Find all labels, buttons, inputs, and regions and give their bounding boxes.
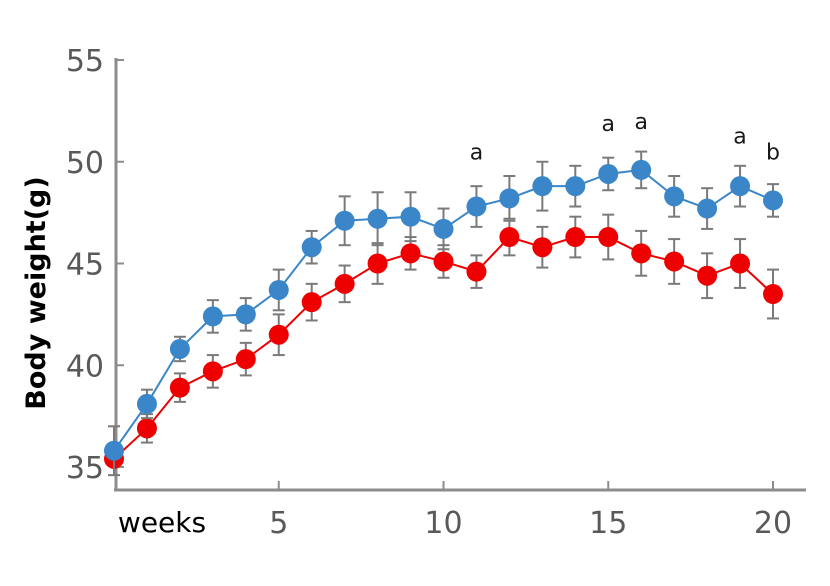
data-point: [268, 279, 289, 300]
data-point: [664, 186, 685, 207]
y-tick-label: 35: [66, 451, 104, 486]
data-point: [433, 218, 454, 239]
series-layer: [104, 150, 783, 477]
data-point: [598, 163, 619, 184]
data-point: [400, 243, 421, 264]
annotation-label: a: [733, 124, 746, 149]
data-point: [763, 284, 783, 305]
data-point: [466, 196, 487, 217]
x-tick-label: 10: [424, 506, 462, 541]
data-point: [730, 253, 751, 274]
annotation-label: a: [634, 110, 647, 135]
data-point: [400, 206, 421, 227]
data-point: [565, 227, 586, 248]
data-point: [697, 265, 718, 286]
data-point: [136, 393, 157, 414]
y-tick-label: 45: [66, 248, 104, 283]
data-point: [433, 251, 454, 272]
data-point: [334, 273, 355, 294]
data-point: [169, 377, 190, 398]
data-point: [334, 210, 355, 231]
series-0: [104, 150, 783, 477]
data-point: [367, 208, 388, 229]
data-point: [268, 324, 289, 345]
data-point: [598, 227, 619, 248]
data-point: [136, 418, 157, 439]
data-point: [235, 349, 256, 370]
data-point: [466, 261, 487, 282]
data-point: [763, 190, 783, 211]
data-point: [499, 188, 520, 209]
y-tick-label: 40: [66, 349, 104, 384]
annotation-label: b: [766, 141, 780, 166]
y-tick-label: 55: [66, 44, 104, 79]
annotation-layer: aa aab: [470, 110, 780, 166]
data-point: [631, 243, 652, 264]
annotation-label: a: [602, 112, 615, 137]
data-point: [532, 176, 553, 197]
data-point: [235, 304, 256, 325]
data-point: [532, 237, 553, 258]
x-tick-label: 15: [589, 506, 627, 541]
data-point: [499, 227, 520, 248]
y-tick-label: 50: [66, 146, 104, 181]
data-point: [664, 251, 685, 272]
data-point: [169, 338, 190, 359]
data-point: [202, 361, 223, 382]
data-point: [301, 292, 322, 313]
x-axis-title: weeks: [118, 506, 206, 539]
data-point: [697, 198, 718, 219]
data-point: [301, 237, 322, 258]
data-point: [202, 306, 223, 327]
data-point: [631, 159, 652, 180]
y-axis-title: Body weight(g): [21, 176, 52, 409]
data-point: [367, 253, 388, 274]
data-point: [565, 176, 586, 197]
data-point: [104, 440, 124, 461]
series-1: [104, 213, 783, 469]
data-point: [730, 176, 751, 197]
x-tick-label: 20: [754, 506, 792, 541]
annotation-label: a: [470, 141, 483, 166]
x-tick-label: 5: [269, 506, 288, 541]
